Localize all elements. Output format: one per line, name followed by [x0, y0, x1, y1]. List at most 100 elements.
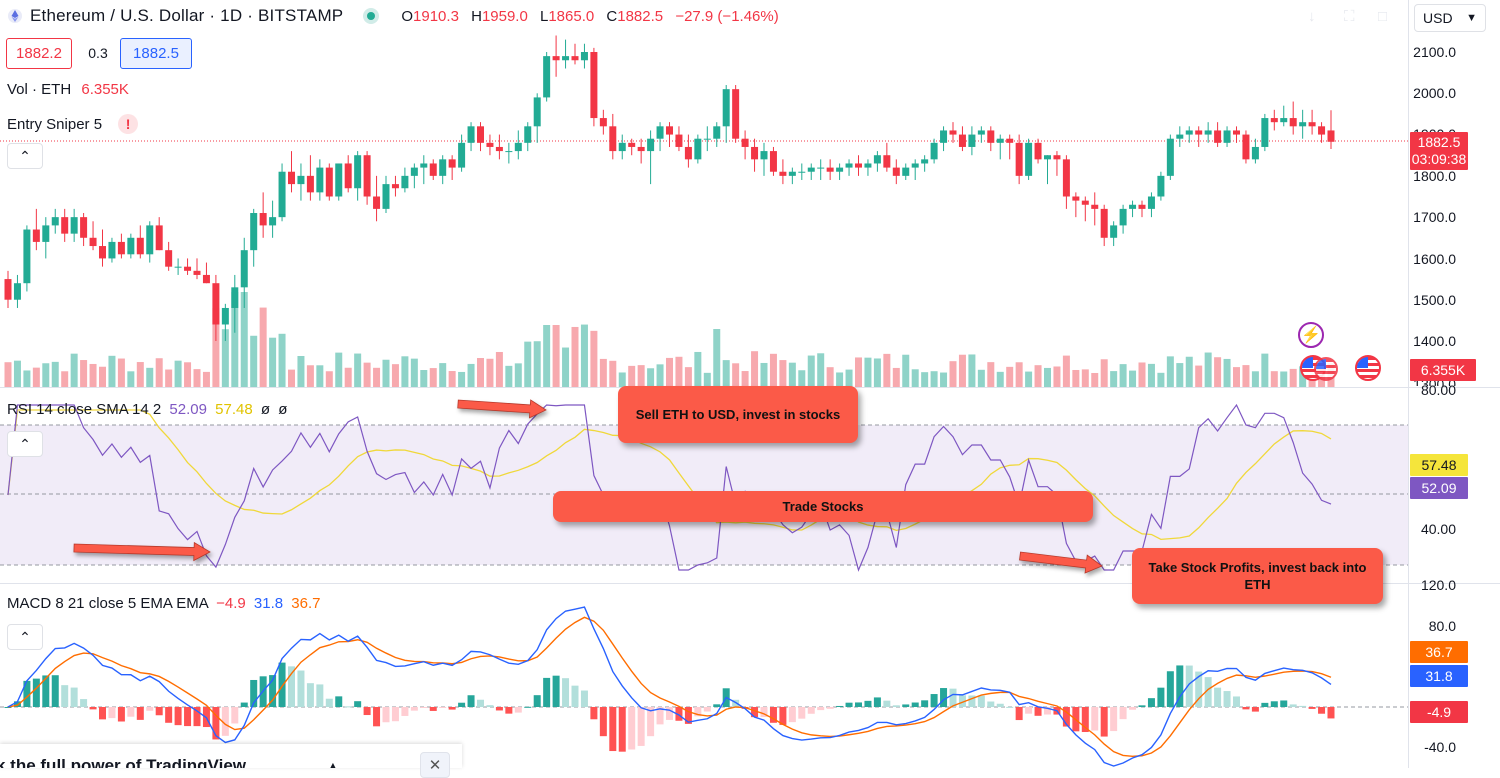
rsi-axis-label: 40.00 — [1420, 521, 1456, 537]
rsi-collapse-button[interactable]: ⌃ — [7, 431, 43, 457]
macd-histogram-bar — [439, 707, 447, 708]
macd-histogram-bar — [250, 679, 258, 707]
callout-sell-eth: Sell ETH to USD, invest in stocks — [618, 386, 858, 443]
volume-bar — [42, 363, 50, 387]
macd-histogram-bar — [949, 688, 957, 707]
volume-bar — [448, 371, 456, 387]
symbol-title[interactable]: Ethereum / U.S. Dollar · 1D · BITSTAMP — [30, 6, 344, 25]
candle-body — [1119, 208, 1127, 226]
macd-histogram-bar — [958, 695, 966, 707]
macd-histogram-bar — [363, 707, 371, 716]
candle-body — [1185, 130, 1193, 135]
volume-bar — [212, 308, 220, 387]
volume-bar — [325, 371, 333, 387]
sell-button[interactable]: 1882.2 — [6, 38, 72, 69]
volume-bar — [911, 369, 919, 387]
macd-histogram-bar — [1204, 677, 1212, 707]
candle-body — [61, 217, 69, 234]
volume-bar — [741, 371, 749, 387]
volume-bar — [722, 360, 730, 387]
buy-button[interactable]: 1882.5 — [120, 38, 192, 69]
volume-bar — [751, 351, 759, 387]
volume-bar — [590, 330, 598, 387]
candle-body — [902, 167, 910, 176]
candle-body — [1233, 130, 1240, 135]
macd-axis-label: -40.0 — [1424, 739, 1456, 755]
warning-icon[interactable]: ! — [118, 114, 139, 134]
price-axis-label: 1600.0 — [1413, 251, 1456, 267]
arrow-shape — [73, 541, 211, 562]
macd-histogram-bar — [996, 703, 1004, 707]
volume-bar — [514, 363, 522, 387]
symbol-header[interactable]: Ethereum / U.S. Dollar · 1D · BITSTAMP O… — [8, 6, 787, 26]
volume-bar — [666, 357, 673, 387]
us-flag-icon[interactable] — [1355, 355, 1381, 381]
volume-bar — [231, 292, 239, 387]
upgrade-banner[interactable]: k the full power of TradingView ▲ — [0, 744, 462, 768]
candle-body — [524, 126, 532, 143]
macd-value: 31.8 — [253, 595, 284, 612]
currency-select[interactable]: USD ▼ — [1414, 4, 1486, 32]
macd-histogram-bar — [1195, 671, 1203, 707]
volume-bar — [940, 372, 948, 387]
macd-histogram-bar — [1034, 707, 1042, 716]
macd-histogram-bar — [987, 701, 995, 707]
candle-body — [184, 266, 192, 271]
rsi-axis-label: 80.00 — [1420, 382, 1456, 398]
macd-histogram-bar — [807, 707, 815, 714]
macd-histogram-bar — [184, 707, 192, 727]
candle-body — [410, 167, 418, 176]
macd-hist-value: −4.9 — [216, 595, 246, 612]
candle-body — [855, 163, 862, 168]
lightning-icon[interactable]: ⚡ — [1298, 322, 1324, 348]
candle-body — [647, 138, 655, 152]
macd-histogram-bar — [1081, 707, 1089, 733]
volume-bar — [505, 365, 513, 387]
us-flag-icon[interactable] — [1314, 357, 1338, 381]
macd-legend[interactable]: MACD 8 21 close 5 EMA EMA −4.9 31.8 36.7 — [7, 595, 320, 612]
volume-bar — [89, 363, 97, 387]
macd-histogram-bar — [1308, 707, 1316, 709]
candle-body — [391, 184, 399, 189]
candle-body — [429, 163, 437, 176]
volume-bar — [845, 369, 853, 387]
candle-body — [32, 229, 40, 242]
volume-legend[interactable]: Vol · ETH 6.355K — [7, 81, 129, 98]
macd-collapse-button[interactable]: ⌃ — [7, 624, 43, 650]
macd-histogram-bar — [240, 702, 248, 707]
macd-histogram-bar — [99, 707, 106, 720]
macd-histogram-bar — [23, 680, 31, 707]
candle-body — [401, 175, 409, 189]
collapse-legend-button[interactable]: ⌃ — [7, 143, 43, 169]
macd-histogram-bar — [193, 707, 201, 727]
candle-body — [694, 138, 702, 160]
candle-body — [99, 246, 106, 259]
macd-histogram-bar — [703, 707, 711, 712]
macd-histogram-bar — [1223, 691, 1231, 707]
candle-body — [439, 159, 447, 176]
candle-body — [174, 266, 182, 268]
change-value: −27.9 (−1.46%) — [675, 7, 779, 25]
volume-bar — [1044, 367, 1051, 387]
macd-histogram-bar — [1214, 687, 1222, 707]
close-banner-button[interactable]: ✕ — [420, 752, 450, 778]
volume-bar — [656, 364, 664, 387]
banner-text: k the full power of TradingView — [0, 756, 246, 768]
rsi-legend[interactable]: RSI 14 close SMA 14 2 52.09 57.48 ø ø — [7, 401, 287, 418]
volume-bar — [637, 365, 645, 387]
volume-bar — [1176, 363, 1184, 387]
entry-sniper-legend[interactable]: Entry Sniper 5 ! — [7, 114, 139, 134]
candle-body — [420, 163, 428, 168]
candle-body — [628, 142, 636, 147]
volume-bar — [363, 362, 371, 387]
fullscreen-icon[interactable]: ⛶ — [1344, 8, 1355, 25]
macd-histogram-bar — [288, 666, 295, 707]
candle-body — [732, 89, 740, 139]
candle-body — [1318, 126, 1326, 135]
download-icon[interactable]: ↓ — [1308, 8, 1316, 25]
volume-bar — [458, 371, 466, 387]
volume-bar — [1129, 370, 1137, 387]
maximize-icon[interactable]: □ — [1378, 8, 1388, 25]
volume-bar — [703, 372, 711, 387]
